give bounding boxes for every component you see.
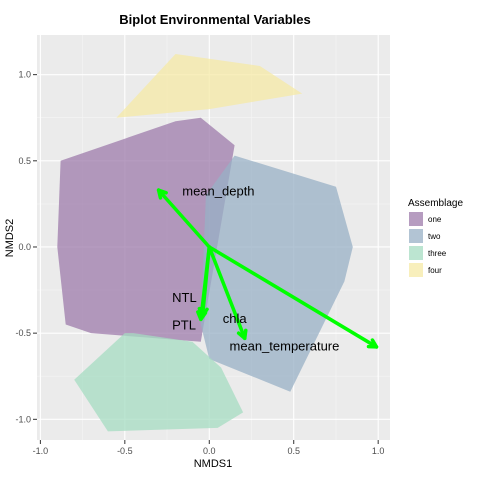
legend-key-one: [409, 212, 423, 226]
vector-head-mean_temperature: [366, 338, 379, 349]
legend-label-three: three: [428, 249, 447, 258]
vector-head-mean_depth: [156, 188, 168, 200]
x-tick-label: -0.5: [117, 446, 133, 456]
legend-label-one: one: [428, 215, 442, 224]
legend-key-three: [409, 246, 423, 260]
environmental-vectors: [156, 188, 379, 349]
hull-four: [116, 54, 303, 118]
y-tick-label: 1.0: [18, 70, 31, 80]
y-tick-label: 0.5: [18, 156, 31, 166]
x-axis-title: NMDS1: [194, 458, 233, 470]
legend-key-four: [409, 263, 423, 277]
vector-label-chla: chla: [223, 311, 248, 326]
x-axis: -1.0 -0.5 0.0 0.5 1.0: [33, 440, 385, 456]
x-tick-label: 1.0: [372, 446, 385, 456]
vector-label-NTL: NTL: [172, 290, 197, 305]
legend-label-two: two: [428, 232, 441, 241]
vector-head-chla: [236, 328, 248, 341]
x-tick-label: 0.5: [287, 446, 300, 456]
x-tick-label: -1.0: [33, 446, 49, 456]
hull-three: [74, 333, 244, 432]
hull-one: [57, 117, 235, 342]
vector-label-mean_temperature: mean_temperature: [230, 338, 340, 353]
vector-PTL: [200, 245, 212, 318]
y-tick-label: 0.0: [18, 242, 31, 252]
y-axis: -1.0 -0.5 0.0 0.5 1.0: [15, 70, 37, 424]
vector-head-PTL: [197, 306, 209, 318]
assemblage-hulls: [57, 54, 353, 432]
legend-title: Assemblage: [408, 198, 463, 209]
y-tick-label: -0.5: [15, 328, 31, 338]
y-axis-title: NMDS2: [4, 219, 16, 258]
x-tick-label: 0.0: [203, 446, 216, 456]
vector-label-mean_depth: mean_depth: [182, 183, 254, 198]
y-tick-label: -1.0: [15, 414, 31, 424]
vector-label-PTL: PTL: [172, 318, 196, 333]
legend-key-two: [409, 229, 423, 243]
vector-chla: [207, 245, 247, 341]
chart-title: Biplot Environmental Variables: [119, 12, 310, 27]
legend: Assemblage one two three four: [408, 198, 463, 277]
vector-labels: mean_depth NTL PTL chla mean_temperature: [172, 183, 339, 353]
legend-label-four: four: [428, 266, 442, 275]
vector-mean_temperature: [207, 245, 379, 349]
vector-mean_depth: [156, 188, 212, 249]
